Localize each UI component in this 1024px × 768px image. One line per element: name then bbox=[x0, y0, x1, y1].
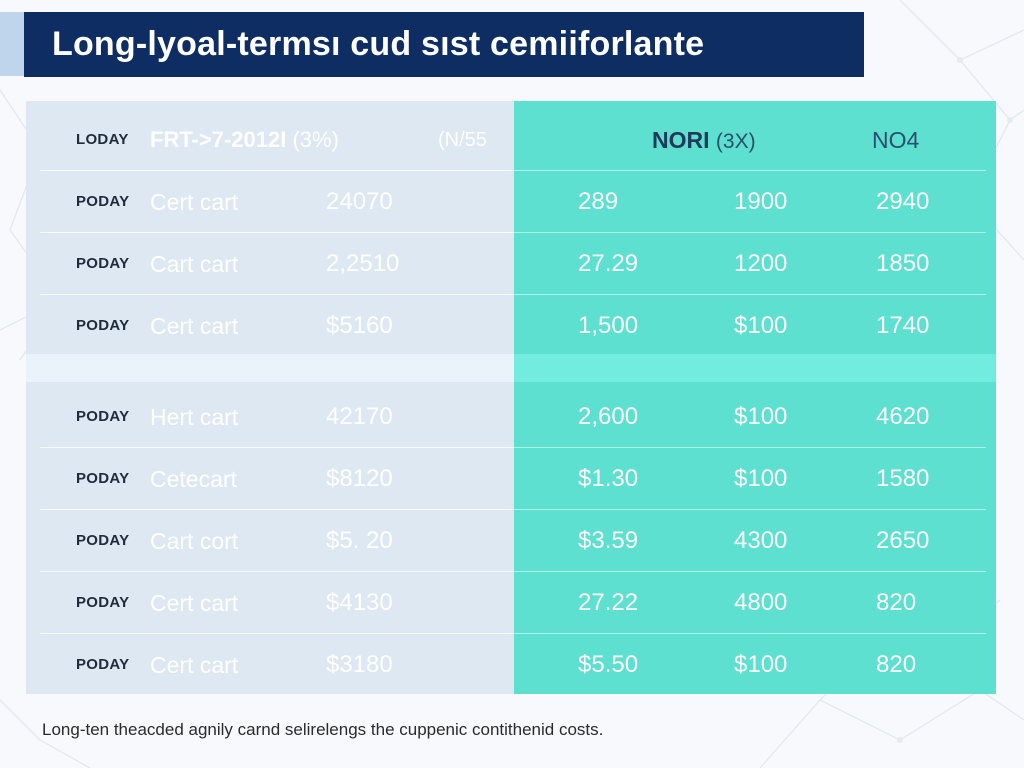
title-accent-tab bbox=[0, 12, 24, 76]
row-value: $5. 20 bbox=[326, 527, 393, 554]
title-banner: Long-lyoal-termsı cud sıst cemiiforlante bbox=[24, 12, 864, 77]
table-right-panel bbox=[514, 101, 996, 694]
row-label: PODAY bbox=[76, 470, 130, 487]
footnote: Long-ten theacded agnily carnd selirelen… bbox=[42, 720, 604, 739]
row-label: PODAY bbox=[76, 594, 130, 611]
table-row: PODAY Cart cort $5. 20 $3.59 4300 2650 bbox=[26, 510, 996, 572]
row-value: 24070 bbox=[326, 188, 393, 215]
header-no4: NO4 bbox=[872, 127, 920, 153]
row-col-a: 27.22 bbox=[578, 589, 639, 616]
row-value: 2,2510 bbox=[326, 250, 400, 277]
row-value: $5160 bbox=[326, 312, 393, 339]
row-col-a: $1.30 bbox=[578, 465, 639, 492]
table-row: PODAY Cetecart $8120 $1.30 $100 1580 bbox=[26, 448, 996, 510]
row-col-c: 820 bbox=[876, 651, 917, 678]
row-label: PODAY bbox=[76, 317, 130, 334]
row-col-c: 4620 bbox=[876, 403, 930, 430]
header-nori: NORI (3X) bbox=[652, 127, 756, 153]
cost-table: LODAY FRT->7-2012I (3%) (N/55 NORI (3X) … bbox=[26, 101, 996, 694]
row-name: Cetecart bbox=[150, 466, 237, 492]
page-title: Long-lyoal-termsı cud sıst cemiiforlante bbox=[52, 25, 705, 63]
table-left-panel bbox=[26, 101, 514, 694]
row-col-a: 289 bbox=[578, 188, 619, 215]
row-value: $3180 bbox=[326, 651, 393, 678]
row-name: Cert cart bbox=[150, 652, 239, 678]
table-section-divider bbox=[26, 354, 996, 382]
table-row: PODAY Cert cart $5160 1,500 $100 1740 bbox=[26, 295, 996, 357]
row-value: $8120 bbox=[326, 465, 393, 492]
row-col-b: $100 bbox=[734, 312, 788, 339]
row-name: Hert cart bbox=[150, 404, 239, 430]
row-name: Cart cart bbox=[150, 251, 239, 277]
table-header-row: LODAY FRT->7-2012I (3%) (N/55 NORI (3X) … bbox=[26, 109, 996, 171]
row-col-c: 1850 bbox=[876, 250, 930, 277]
row-col-c: 2940 bbox=[876, 188, 930, 215]
row-label: PODAY bbox=[76, 193, 130, 210]
table-row: PODAY Cart cart 2,2510 27.29 1200 1850 bbox=[26, 233, 996, 295]
row-label: PODAY bbox=[76, 532, 130, 549]
row-col-b: 4300 bbox=[734, 527, 788, 554]
row-name: Cert cart bbox=[150, 313, 239, 339]
row-name: Cert cart bbox=[150, 189, 239, 215]
row-col-a: 1,500 bbox=[578, 312, 639, 339]
row-col-b: $100 bbox=[734, 465, 788, 492]
header-label: LODAY bbox=[76, 131, 129, 148]
row-label: PODAY bbox=[76, 656, 130, 673]
table-row: PODAY Cert cart $4130 27.22 4800 820 bbox=[26, 572, 996, 634]
row-col-a: $3.59 bbox=[578, 527, 639, 554]
row-value: $4130 bbox=[326, 589, 393, 616]
row-col-c: 1740 bbox=[876, 312, 930, 339]
row-name: Cart cort bbox=[150, 528, 239, 554]
row-col-a: 2,600 bbox=[578, 403, 639, 430]
row-col-c: 2650 bbox=[876, 527, 930, 554]
header-value: (N/55 bbox=[438, 129, 487, 151]
row-label: PODAY bbox=[76, 255, 130, 272]
header-name: FRT->7-2012I (3%) bbox=[150, 127, 339, 152]
row-col-c: 1580 bbox=[876, 465, 930, 492]
row-col-a: 27.29 bbox=[578, 250, 639, 277]
table-row: PODAY Hert cart 42170 2,600 $100 4620 bbox=[26, 386, 996, 448]
table-row: PODAY Cert cart $3180 $5.50 $100 820 bbox=[26, 634, 996, 696]
row-name: Cert cart bbox=[150, 590, 239, 616]
row-value: 42170 bbox=[326, 403, 393, 430]
row-col-b: 1900 bbox=[734, 188, 788, 215]
row-col-b: $100 bbox=[734, 651, 788, 678]
row-col-b: $100 bbox=[734, 403, 788, 430]
row-label: PODAY bbox=[76, 408, 130, 425]
row-col-c: 820 bbox=[876, 589, 917, 616]
row-col-a: $5.50 bbox=[578, 651, 639, 678]
table-row: PODAY Cert cart 24070 289 1900 2940 bbox=[26, 171, 996, 233]
row-col-b: 4800 bbox=[734, 589, 788, 616]
row-col-b: 1200 bbox=[734, 250, 788, 277]
